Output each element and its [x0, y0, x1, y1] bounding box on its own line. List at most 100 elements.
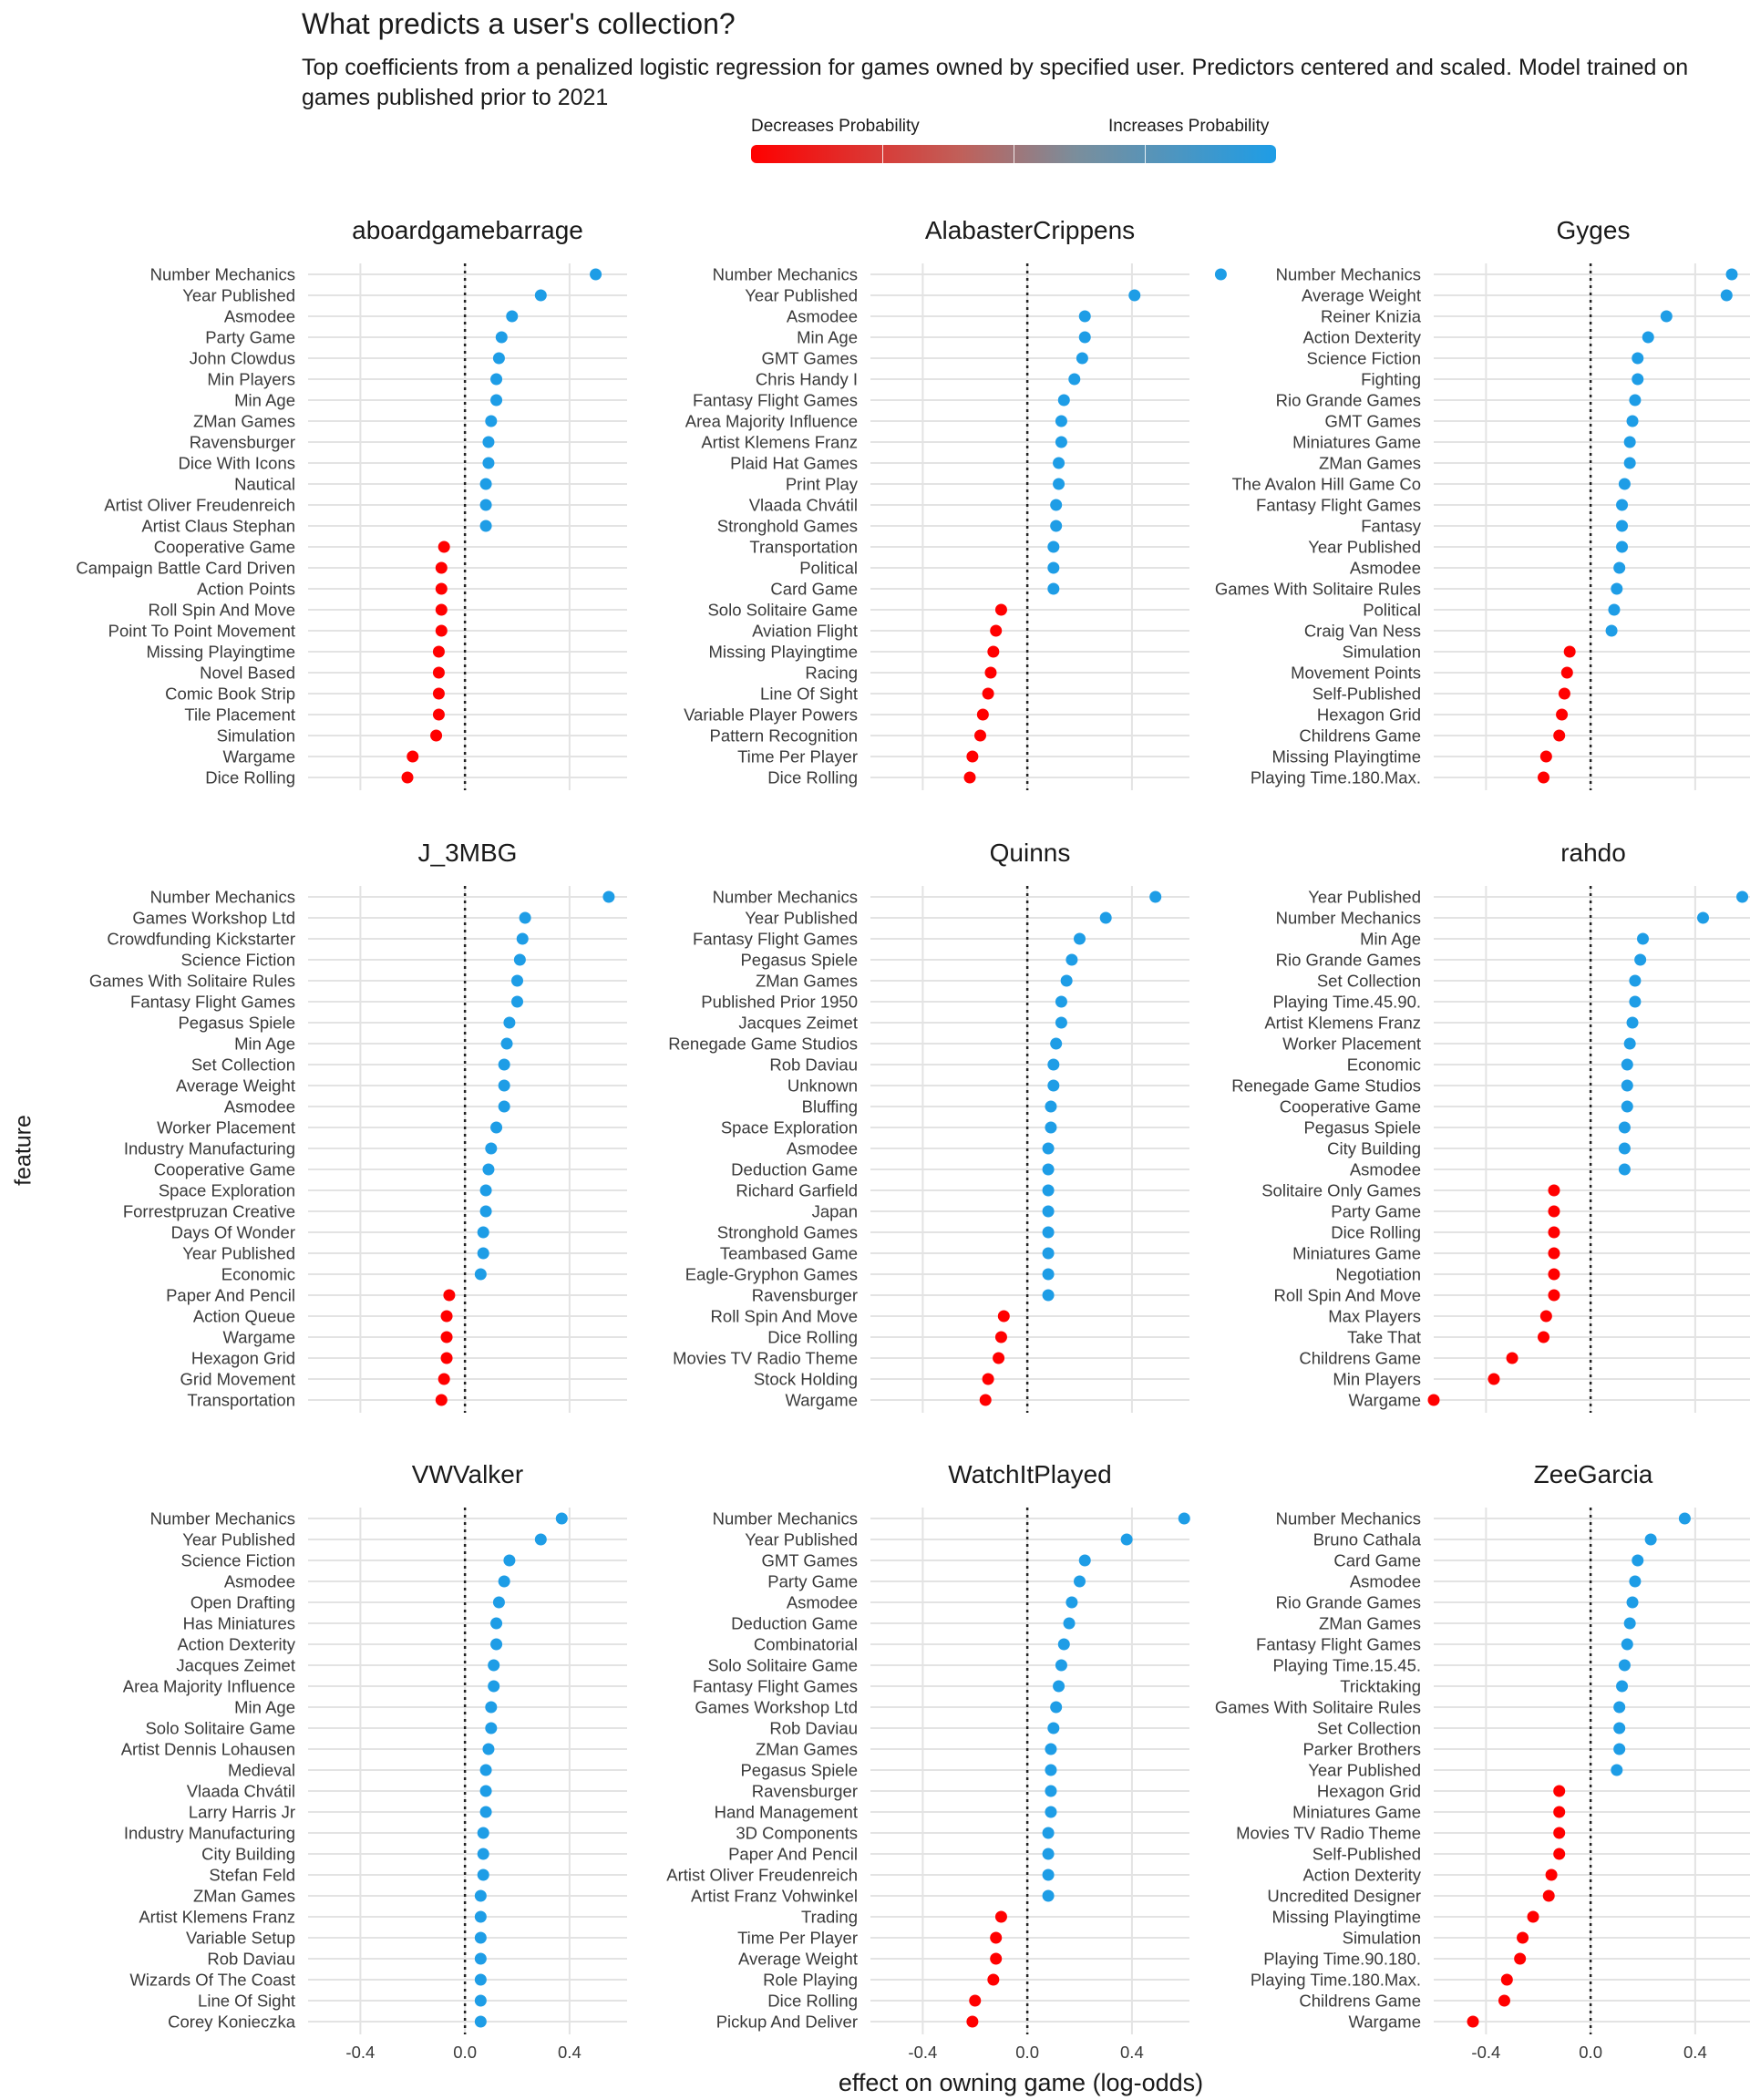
data-point	[474, 1931, 487, 1944]
data-point	[1042, 1247, 1055, 1260]
data-point	[1099, 911, 1112, 924]
data-point	[982, 687, 994, 700]
facet-panel: Gyges Number Mechanics Average Weight Reine…	[1215, 216, 1750, 790]
feature-label: Fantasy Flight Games	[130, 993, 295, 1012]
data-point	[1055, 1016, 1067, 1029]
data-point	[1542, 1889, 1555, 1902]
feature-label: Space Exploration	[159, 1181, 295, 1200]
data-point	[438, 1373, 450, 1385]
facet-title: AlabasterCrippens	[925, 216, 1135, 244]
feature-label: Childrens Game	[1299, 1349, 1421, 1368]
data-point	[435, 582, 448, 595]
data-point	[1042, 1226, 1055, 1239]
feature-label: Playing Time.15.45.	[1273, 1656, 1421, 1675]
feature-label: Larry Harris Jr	[189, 1803, 295, 1822]
data-point	[1045, 1785, 1057, 1797]
feature-label: Solo Solitaire Game	[145, 1719, 295, 1738]
data-point	[979, 1394, 992, 1406]
facet-panel: rahdo Year Published Number Mechanics Min A…	[1231, 839, 1750, 1413]
data-point	[1558, 687, 1570, 700]
data-point	[1057, 1638, 1070, 1651]
feature-label: Cooperative Game	[154, 1160, 295, 1179]
data-point	[1045, 1121, 1057, 1134]
feature-label: Bluffing	[802, 1097, 858, 1117]
feature-label: Card Game	[770, 580, 858, 599]
data-point	[474, 1973, 487, 1986]
feature-label: Dice Rolling	[767, 768, 858, 788]
feature-label: Playing Time.45.90.	[1273, 993, 1421, 1012]
data-point	[1063, 1617, 1076, 1630]
feature-label: Solo Solitaire Game	[707, 1656, 858, 1675]
data-point	[511, 974, 524, 987]
data-point	[1055, 1659, 1067, 1672]
data-point	[490, 1638, 503, 1651]
data-point	[1548, 1268, 1560, 1281]
data-point	[1720, 289, 1733, 302]
data-point	[1517, 1931, 1529, 1944]
feature-label: Action Queue	[193, 1307, 295, 1326]
feature-label: Action Points	[197, 580, 295, 599]
feature-label: Asmodee	[1350, 1160, 1421, 1179]
data-point	[506, 310, 519, 323]
data-point	[1045, 1743, 1057, 1755]
data-point	[1042, 1142, 1055, 1155]
data-point	[474, 1889, 487, 1902]
data-point	[973, 729, 986, 742]
data-point	[1621, 1079, 1633, 1092]
data-point	[1055, 436, 1067, 448]
feature-label: Political	[799, 559, 858, 578]
feature-label: Ravensburger	[752, 1782, 858, 1801]
feature-label: Missing Playingtime	[1272, 1908, 1421, 1927]
feature-label: Childrens Game	[1299, 726, 1421, 746]
data-point	[474, 2015, 487, 2028]
feature-label: Jacques Zeimet	[738, 1014, 858, 1033]
data-point	[1621, 1058, 1633, 1071]
data-point	[1050, 520, 1063, 532]
data-point	[1548, 1289, 1560, 1302]
data-point	[482, 1743, 495, 1755]
data-point	[1613, 1743, 1626, 1755]
feature-label: Area Majority Influence	[685, 412, 858, 431]
feature-label: Year Published	[745, 286, 858, 305]
data-point	[490, 373, 503, 386]
facet-panel: Quinns Number Mechanics Year Published Fant…	[668, 839, 1189, 1413]
feature-label: Rob Daviau	[207, 1950, 295, 1969]
feature-label: Renegade Game Studios	[668, 1035, 858, 1054]
data-point	[1128, 289, 1141, 302]
data-point	[1621, 1638, 1633, 1651]
data-point	[1678, 1512, 1691, 1525]
feature-label: Artist Dennis Lohausen	[121, 1740, 295, 1759]
data-point	[498, 1079, 510, 1092]
feature-label: Combinatorial	[754, 1635, 858, 1654]
data-point	[482, 457, 495, 469]
legend-low-label: Decreases Probability	[751, 117, 920, 136]
feature-label: Simulation	[217, 726, 295, 746]
data-point	[432, 666, 445, 679]
feature-label: Playing Time.180.Max.	[1251, 768, 1421, 788]
x-tick-label: -0.4	[1471, 2043, 1500, 2062]
feature-label: Number Mechanics	[1276, 909, 1421, 928]
data-point	[1696, 911, 1709, 924]
feature-label: GMT Games	[761, 1551, 858, 1570]
data-point	[479, 478, 492, 490]
feature-label: Number Mechanics	[150, 1509, 295, 1529]
data-point	[407, 750, 419, 763]
data-point	[1527, 1910, 1539, 1923]
data-point	[1629, 995, 1642, 1008]
data-point	[1616, 520, 1629, 532]
feature-label: Min Players	[207, 370, 295, 389]
x-tick-label: -0.4	[345, 2043, 375, 2062]
feature-label: Craig Van Ness	[1304, 622, 1421, 641]
feature-label: Variable Player Powers	[684, 705, 858, 725]
data-point	[1042, 1827, 1055, 1839]
data-point	[990, 624, 1003, 637]
facet-title: VWValker	[412, 1460, 523, 1488]
feature-label: Ravensburger	[752, 1286, 858, 1305]
feature-label: Tricktaking	[1340, 1677, 1421, 1696]
data-point	[479, 1785, 492, 1797]
data-point	[498, 1058, 510, 1071]
feature-label: Dice Rolling	[1331, 1223, 1421, 1242]
feature-label: Games With Solitaire Rules	[1215, 1698, 1421, 1717]
feature-label: Miniatures Game	[1292, 433, 1421, 452]
feature-label: ZMan Games	[1319, 454, 1421, 473]
